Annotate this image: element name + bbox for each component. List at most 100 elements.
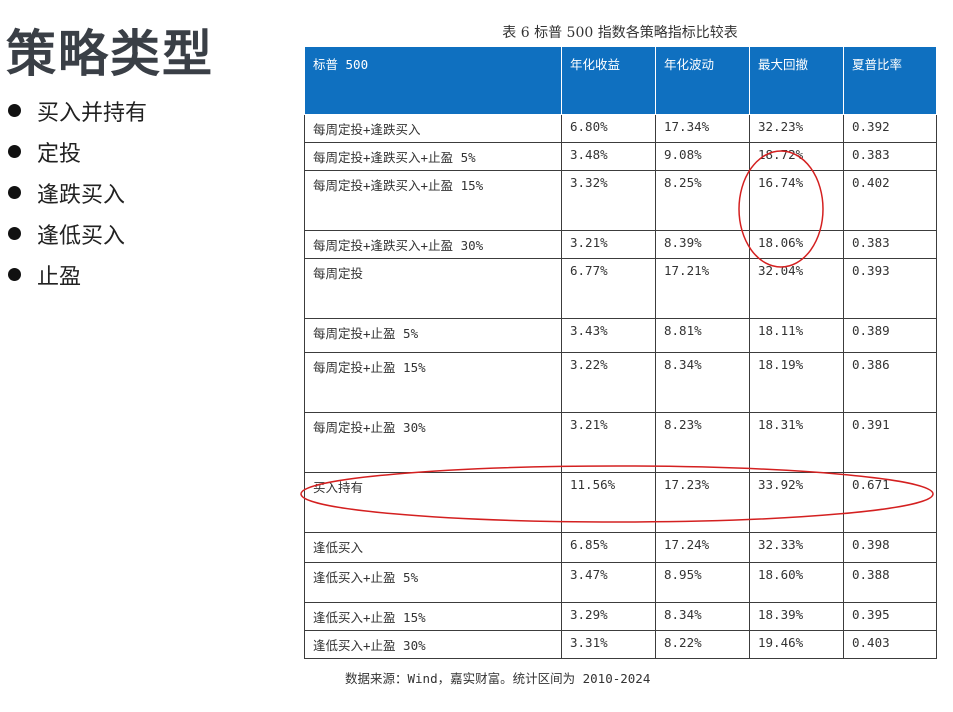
- metric-cell: 18.11%: [749, 318, 844, 353]
- metric-cell: 18.31%: [749, 412, 844, 473]
- metric-cell: 19.46%: [749, 630, 844, 659]
- data-source-note: 数据来源：Wind，嘉实财富。统计区间为 2010-2024: [345, 671, 651, 686]
- metric-cell: 0.671: [843, 472, 937, 533]
- metric-cell: 0.391: [843, 412, 937, 473]
- strategy-name-cell: 逢低买入+止盈 15%: [304, 602, 562, 631]
- metric-cell: 8.23%: [655, 412, 750, 473]
- metric-cell: 8.34%: [655, 602, 750, 631]
- metric-cell: 3.48%: [561, 142, 656, 171]
- table-row: 每周定投 6.77% 17.21% 32.04% 0.393: [304, 258, 937, 319]
- metric-cell: 33.92%: [749, 472, 844, 533]
- bullet-dot-icon: [8, 186, 21, 199]
- metric-cell: 0.395: [843, 602, 937, 631]
- column-header: 年化收益: [561, 46, 656, 115]
- list-item-label: 逢低买入: [37, 223, 126, 249]
- table-row: 每周定投+逢跌买入+止盈 15% 3.32% 8.25% 16.74% 0.402: [304, 170, 937, 231]
- metric-cell: 0.388: [843, 562, 937, 603]
- column-header: 最大回撤: [749, 46, 844, 115]
- metric-cell: 0.392: [843, 114, 937, 143]
- metric-cell: 3.32%: [561, 170, 656, 231]
- metric-cell: 0.383: [843, 230, 937, 259]
- metric-cell: 3.43%: [561, 318, 656, 353]
- table-row: 逢低买入+止盈 30% 3.31% 8.22% 19.46% 0.403: [304, 630, 937, 659]
- list-item: 逢跌买入: [8, 172, 147, 213]
- bullet-dot-icon: [8, 145, 21, 158]
- strategy-name-cell: 每周定投: [304, 258, 562, 319]
- strategy-list: 买入并持有 定投 逢跌买入 逢低买入 止盈: [8, 90, 147, 295]
- metric-cell: 11.56%: [561, 472, 656, 533]
- metric-cell: 6.77%: [561, 258, 656, 319]
- metric-cell: 8.34%: [655, 352, 750, 413]
- table-row: 每周定投+止盈 30% 3.21% 8.23% 18.31% 0.391: [304, 412, 937, 473]
- metric-cell: 3.31%: [561, 630, 656, 659]
- column-header: 标普 500: [304, 46, 562, 115]
- metric-cell: 0.402: [843, 170, 937, 231]
- strategy-name-cell: 每周定投+止盈 5%: [304, 318, 562, 353]
- table-caption: 表 6 标普 500 指数各策略指标比较表: [502, 25, 738, 41]
- list-item-label: 逢跌买入: [37, 182, 126, 208]
- metric-cell: 8.81%: [655, 318, 750, 353]
- metric-cell: 0.386: [843, 352, 937, 413]
- metric-cell: 0.393: [843, 258, 937, 319]
- table-row: 每周定投+逢跌买入+止盈 30% 3.21% 8.39% 18.06% 0.383: [304, 230, 937, 259]
- strategy-name-cell: 每周定投+逢跌买入+止盈 30%: [304, 230, 562, 259]
- metric-cell: 32.23%: [749, 114, 844, 143]
- metric-cell: 0.383: [843, 142, 937, 171]
- strategy-name-cell: 每周定投+逢跌买入+止盈 5%: [304, 142, 562, 171]
- table-row: 买入持有 11.56% 17.23% 33.92% 0.671: [304, 472, 937, 533]
- bullet-dot-icon: [8, 227, 21, 240]
- metric-cell: 0.389: [843, 318, 937, 353]
- list-item-label: 买入并持有: [37, 100, 148, 126]
- table-row: 每周定投+止盈 5% 3.43% 8.81% 18.11% 0.389: [304, 318, 937, 353]
- metric-cell: 17.23%: [655, 472, 750, 533]
- metric-cell: 18.06%: [749, 230, 844, 259]
- metric-cell: 18.60%: [749, 562, 844, 603]
- metric-cell: 17.24%: [655, 532, 750, 563]
- strategy-name-cell: 每周定投+止盈 15%: [304, 352, 562, 413]
- metric-cell: 0.398: [843, 532, 937, 563]
- metric-cell: 8.22%: [655, 630, 750, 659]
- strategy-name-cell: 每周定投+逢跌买入+止盈 15%: [304, 170, 562, 231]
- strategy-name-cell: 每周定投+逢跌买入: [304, 114, 562, 143]
- list-item-label: 止盈: [37, 264, 82, 290]
- metric-cell: 32.04%: [749, 258, 844, 319]
- metric-cell: 3.22%: [561, 352, 656, 413]
- metric-cell: 0.403: [843, 630, 937, 659]
- strategy-name-cell: 买入持有: [304, 472, 562, 533]
- metric-cell: 8.39%: [655, 230, 750, 259]
- list-item-label: 定投: [37, 141, 82, 167]
- metric-cell: 9.08%: [655, 142, 750, 171]
- strategy-name-cell: 逢低买入: [304, 532, 562, 563]
- table-row: 每周定投+逢跌买入+止盈 5% 3.48% 9.08% 18.72% 0.383: [304, 142, 937, 171]
- strategy-name-cell: 逢低买入+止盈 30%: [304, 630, 562, 659]
- column-header: 夏普比率: [843, 46, 937, 115]
- metric-cell: 18.19%: [749, 352, 844, 413]
- metric-cell: 17.21%: [655, 258, 750, 319]
- table-row: 逢低买入 6.85% 17.24% 32.33% 0.398: [304, 532, 937, 563]
- metric-cell: 3.29%: [561, 602, 656, 631]
- table-row: 逢低买入+止盈 15% 3.29% 8.34% 18.39% 0.395: [304, 602, 937, 631]
- list-item: 逢低买入: [8, 213, 147, 254]
- metric-cell: 3.21%: [561, 230, 656, 259]
- bullet-dot-icon: [8, 104, 21, 117]
- metric-cell: 3.21%: [561, 412, 656, 473]
- metric-cell: 16.74%: [749, 170, 844, 231]
- list-item: 买入并持有: [8, 90, 147, 131]
- strategy-name-cell: 每周定投+止盈 30%: [304, 412, 562, 473]
- metric-cell: 17.34%: [655, 114, 750, 143]
- strategy-name-cell: 逢低买入+止盈 5%: [304, 562, 562, 603]
- list-item: 定投: [8, 131, 147, 172]
- table-row: 每周定投+逢跌买入 6.80% 17.34% 32.23% 0.392: [304, 114, 937, 143]
- metric-cell: 8.25%: [655, 170, 750, 231]
- metric-cell: 32.33%: [749, 532, 844, 563]
- metric-cell: 18.72%: [749, 142, 844, 171]
- bullet-dot-icon: [8, 268, 21, 281]
- table-header-row: 标普 500 年化收益 年化波动 最大回撤 夏普比率: [304, 46, 937, 115]
- metric-cell: 3.47%: [561, 562, 656, 603]
- column-header: 年化波动: [655, 46, 750, 115]
- metric-cell: 8.95%: [655, 562, 750, 603]
- metric-cell: 6.80%: [561, 114, 656, 143]
- slide-title: 策略类型: [6, 25, 214, 83]
- metric-cell: 18.39%: [749, 602, 844, 631]
- metric-cell: 6.85%: [561, 532, 656, 563]
